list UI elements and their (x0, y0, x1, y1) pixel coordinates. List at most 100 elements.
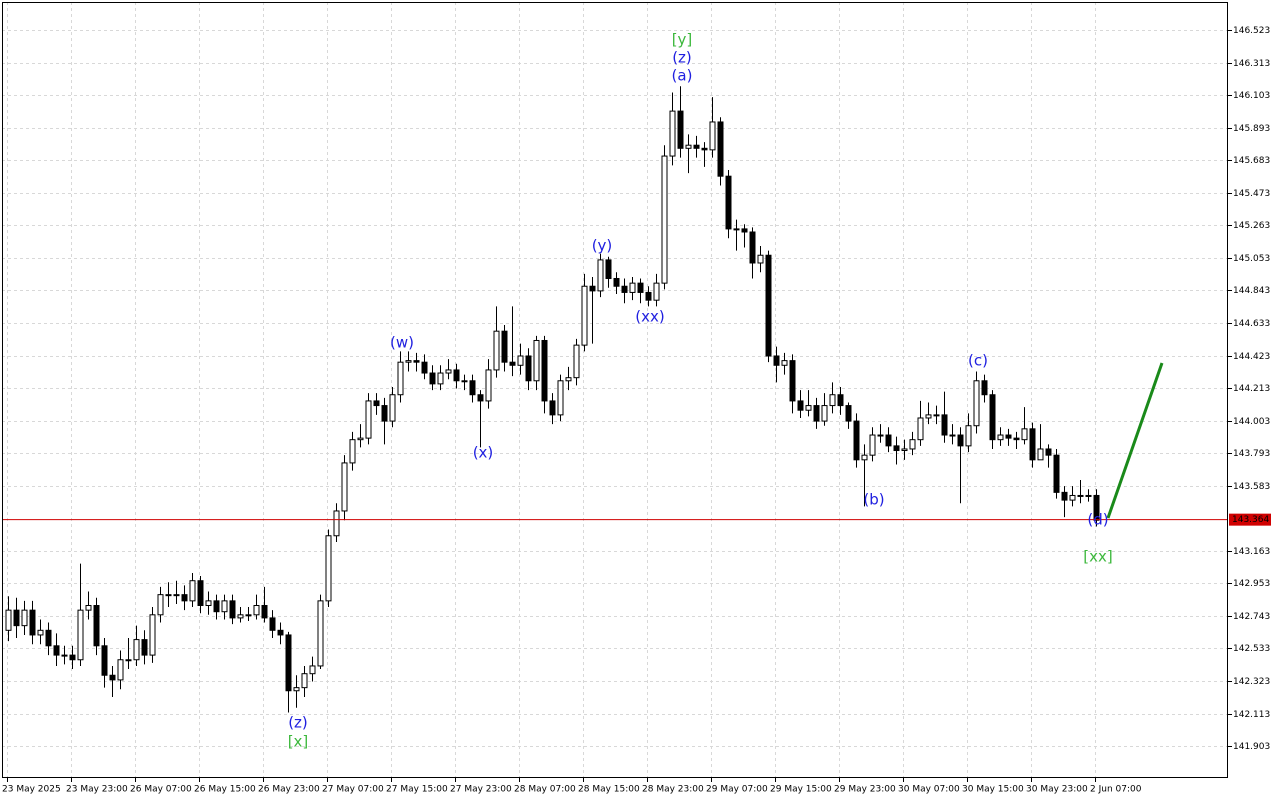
candle-body (29, 609, 36, 636)
candle-body (117, 659, 124, 681)
y-tick-label: 142.323 (1233, 677, 1270, 687)
candle-body (541, 339, 548, 402)
candle-body (989, 394, 996, 441)
candle-body (917, 417, 924, 441)
candle-body (269, 617, 276, 631)
candle-body (805, 405, 812, 411)
wave-label: [x] (288, 733, 309, 751)
candle-body (189, 580, 196, 602)
candle-body (1037, 448, 1044, 461)
current-price-label: 143.364 (1232, 515, 1269, 525)
projection-line (1106, 362, 1164, 519)
candle-body (853, 420, 860, 461)
candle-body (837, 394, 844, 407)
candle-body (421, 361, 428, 374)
candle-body (661, 155, 668, 284)
candle-body (173, 594, 180, 597)
wave-label: [xx] (1083, 548, 1112, 566)
candle-body (845, 405, 852, 422)
y-tick-label: 145.683 (1233, 156, 1270, 166)
candle-body (749, 231, 756, 264)
candle-body (877, 434, 884, 437)
candle-body (317, 600, 324, 667)
candle-body (1069, 494, 1076, 501)
x-tick-label: 27 May 15:00 (386, 785, 448, 795)
candle-body (437, 372, 444, 385)
x-tick-label: 28 May 15:00 (578, 785, 640, 795)
candle-body (717, 121, 724, 177)
x-tick-label: 26 May 15:00 (194, 785, 256, 795)
candle-body (645, 291, 652, 301)
candle-body (229, 600, 236, 619)
candle-body (373, 400, 380, 407)
candle-body (333, 510, 340, 537)
overlay: 143.364[y](z)(a)(w)(x)(y)(xx)(c)(b)(d)[x… (2, 31, 1271, 751)
candle-body (557, 380, 564, 416)
candle-body (245, 614, 252, 617)
candle-body (157, 594, 164, 616)
candle-body (781, 360, 788, 366)
x-tick-label: 30 May 23:00 (1026, 785, 1088, 795)
candle-body (445, 369, 452, 374)
candle-body (405, 360, 412, 363)
candle-body (253, 605, 260, 616)
y-tick-label: 144.843 (1233, 286, 1270, 296)
candle-body (357, 437, 364, 441)
current-price-box (1229, 513, 1271, 526)
y-tick-label: 142.953 (1233, 579, 1270, 589)
candle-body (677, 110, 684, 149)
candle-body (85, 605, 92, 611)
candle-body (901, 448, 908, 452)
candle-body (1085, 494, 1092, 497)
candle-body (277, 629, 284, 636)
x-tick-label: 2 Jun 07:00 (1090, 785, 1142, 795)
candle-body (293, 687, 300, 692)
candle-body (261, 605, 268, 619)
candle-body (1029, 428, 1036, 461)
candle-body (757, 254, 764, 264)
candle-body (285, 634, 292, 692)
candle-body (205, 600, 212, 607)
candle-body (701, 147, 708, 151)
y-tick-label: 145.263 (1233, 221, 1270, 231)
candle-body (381, 405, 388, 422)
candle-body (237, 614, 244, 619)
candle-body (973, 380, 980, 427)
candle-body (981, 380, 988, 396)
candle-body (197, 580, 204, 607)
candle-body (549, 400, 556, 416)
candle-body (109, 674, 116, 681)
candle-body (629, 282, 636, 293)
candle-body (613, 277, 620, 287)
candle-body (501, 330, 508, 363)
y-tick-label: 142.113 (1233, 710, 1270, 720)
x-tick-label: 29 May 15:00 (770, 785, 832, 795)
candle-body (69, 654, 76, 661)
y-tick-label: 146.103 (1233, 91, 1270, 101)
candle-body (829, 394, 836, 407)
y-tick-label: 144.423 (1233, 352, 1270, 362)
candle-body (1045, 448, 1052, 456)
candle-body (965, 425, 972, 447)
candle-body (949, 434, 956, 437)
candle-body (525, 355, 532, 382)
candle-body (765, 254, 772, 357)
candle-body (1061, 491, 1068, 501)
candle-body (621, 285, 628, 293)
y-tick-label: 144.633 (1233, 319, 1270, 329)
x-tick-label: 23 May 23:00 (66, 785, 128, 795)
candle-body (13, 609, 20, 627)
candle-body (573, 344, 580, 379)
candle-body (413, 360, 420, 363)
candle-body (821, 405, 828, 422)
candle-body (461, 380, 468, 383)
candle-body (165, 594, 172, 597)
candle-body (509, 361, 516, 366)
y-tick-label: 143.793 (1233, 449, 1270, 459)
y-tick-label: 145.053 (1233, 254, 1270, 264)
candle-body (565, 377, 572, 382)
y-tick-label: 144.003 (1233, 417, 1270, 427)
candle-body (941, 414, 948, 436)
candle-body (957, 434, 964, 447)
candle-body (733, 228, 740, 231)
